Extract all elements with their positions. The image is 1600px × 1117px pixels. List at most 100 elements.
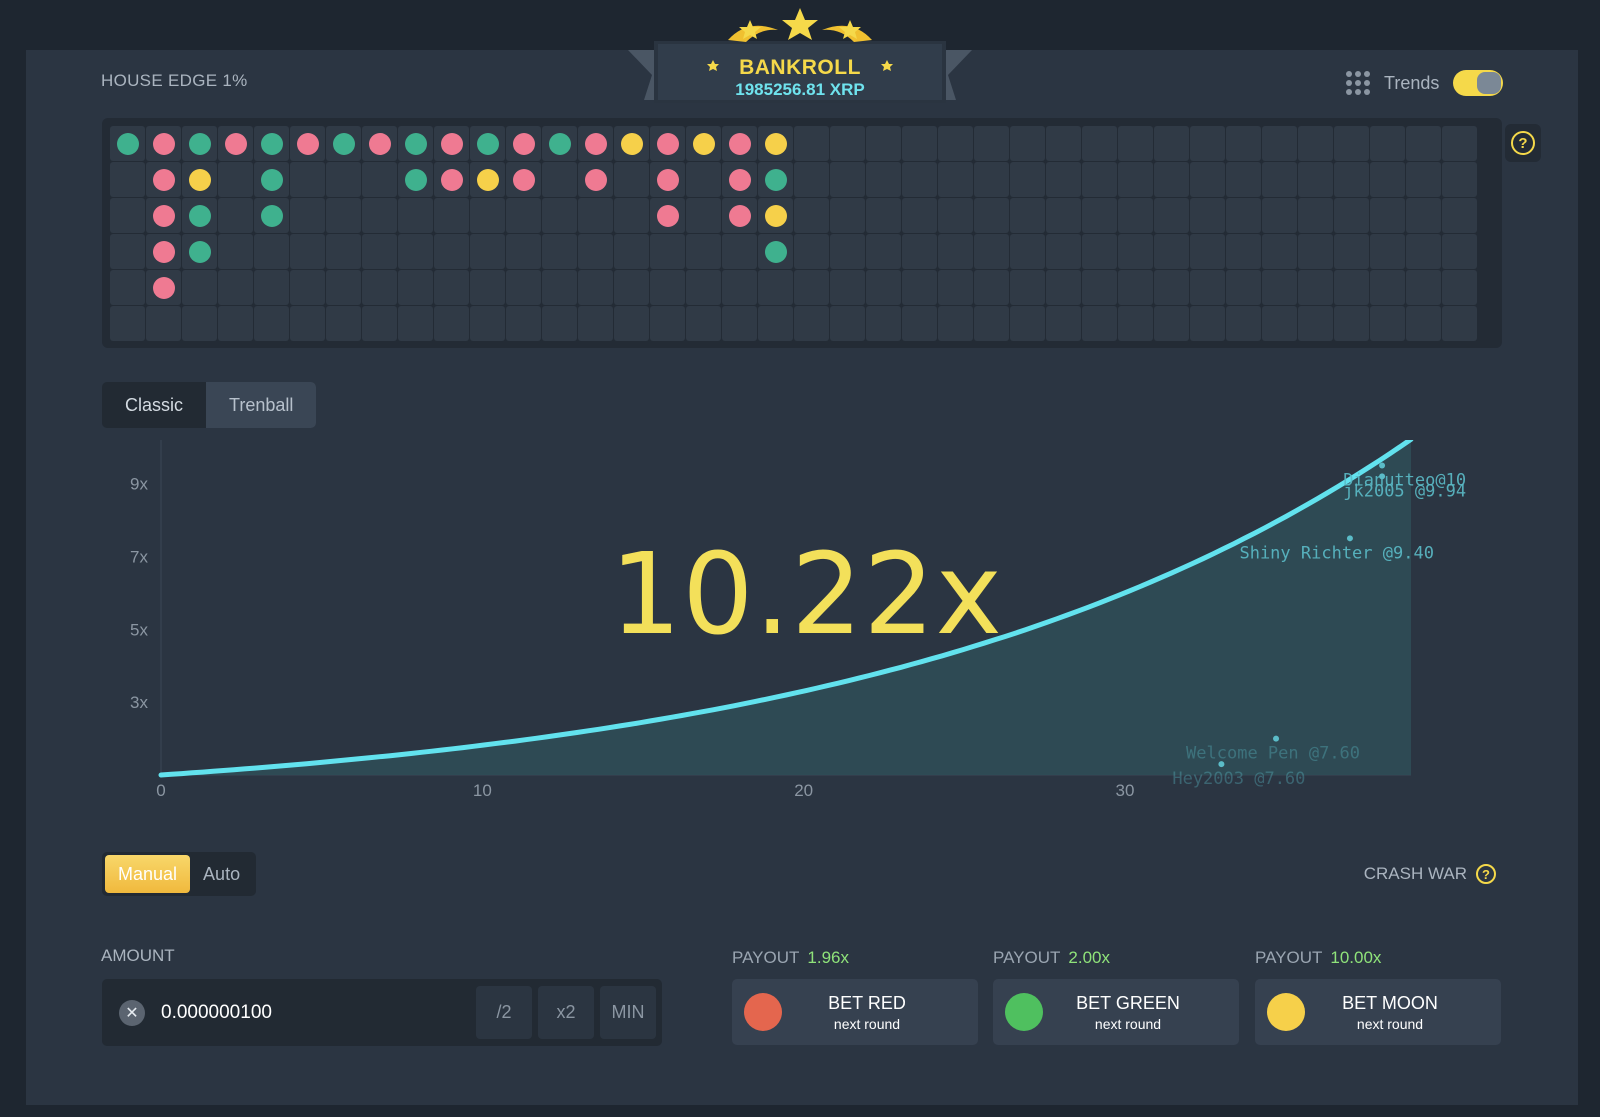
- board-cell: [398, 270, 433, 305]
- amount-input[interactable]: 0.000000100: [161, 1001, 272, 1023]
- board-cell: [146, 234, 181, 269]
- bet-subtitle: next round: [1094, 1015, 1162, 1032]
- tab-classic[interactable]: Classic: [125, 394, 184, 415]
- board-help-button[interactable]: ?: [1505, 124, 1541, 162]
- board-cell: [830, 270, 865, 305]
- board-cell: [1118, 198, 1153, 233]
- board-cell: [614, 270, 649, 305]
- board-cell: [1226, 162, 1261, 197]
- board-cell: [1334, 306, 1369, 341]
- crash-war-link[interactable]: CRASH WAR ?: [1364, 864, 1496, 884]
- board-cell: [1118, 270, 1153, 305]
- board-cell: [866, 198, 901, 233]
- payout-moon: PAYOUT 10.00x: [1255, 948, 1381, 968]
- trends-toggle[interactable]: [1453, 70, 1504, 96]
- toggle-knob: [1477, 72, 1502, 94]
- board-cell: [1370, 162, 1405, 197]
- bet-green-button[interactable]: BET GREEN next round: [993, 979, 1239, 1045]
- board-cell: [866, 306, 901, 341]
- board-cell: [1442, 306, 1477, 341]
- green-result-dot: [116, 132, 139, 155]
- board-cell: [1046, 162, 1081, 197]
- board-cell: [146, 126, 181, 161]
- board-cell: [110, 234, 145, 269]
- manual-mode-button[interactable]: Manual: [105, 855, 191, 893]
- grid-icon[interactable]: [1346, 71, 1370, 95]
- board-cell: [254, 270, 289, 305]
- board-cell: [1190, 198, 1225, 233]
- green-result-dot: [548, 132, 571, 155]
- growth-curve: [158, 440, 1414, 778]
- board-cell: [938, 162, 973, 197]
- board-cell: [542, 234, 577, 269]
- board-cell: [794, 198, 829, 233]
- board-cell: [1046, 234, 1081, 269]
- half-amount-button[interactable]: /2: [476, 986, 532, 1039]
- red-result-dot: [440, 168, 463, 191]
- board-cell: [830, 234, 865, 269]
- double-amount-button[interactable]: x2: [538, 986, 594, 1039]
- board-cell: [722, 234, 757, 269]
- payout-label: PAYOUT: [1255, 948, 1323, 967]
- board-cell: [650, 270, 685, 305]
- board-cell: [650, 234, 685, 269]
- board-cell: [938, 306, 973, 341]
- board-cell: [182, 198, 217, 233]
- board-cell: [1082, 306, 1117, 341]
- trend-board: [102, 118, 1502, 348]
- board-cell: [1010, 198, 1045, 233]
- board-cell: [1190, 270, 1225, 305]
- board-cell: [434, 234, 469, 269]
- board-cell: [650, 306, 685, 341]
- board-cell: [254, 234, 289, 269]
- bet-red-button[interactable]: BET RED next round: [732, 979, 978, 1045]
- board-cell: [1442, 234, 1477, 269]
- board-cell: [110, 162, 145, 197]
- board-cell: [506, 234, 541, 269]
- board-cell: [650, 126, 685, 161]
- board-cell: [1262, 270, 1297, 305]
- board-cell: [758, 162, 793, 197]
- board-cell: [218, 234, 253, 269]
- board-cell: [218, 126, 253, 161]
- board-cell: [650, 198, 685, 233]
- min-amount-button[interactable]: MIN: [600, 986, 656, 1039]
- player-cashout-label: jk2005 @9.94: [1343, 481, 1466, 501]
- red-result-dot: [512, 132, 535, 155]
- board-cell: [362, 234, 397, 269]
- board-cell: [1154, 306, 1189, 341]
- board-cell: [722, 198, 757, 233]
- auto-mode-button[interactable]: Auto: [203, 863, 241, 884]
- board-cell: [1118, 126, 1153, 161]
- board-cell: [326, 126, 361, 161]
- board-cell: [1226, 234, 1261, 269]
- board-cell: [254, 162, 289, 197]
- board-cell: [830, 306, 865, 341]
- board-cell: [1406, 126, 1441, 161]
- player-cashout-point: [1379, 473, 1386, 480]
- board-cell: [974, 270, 1009, 305]
- tab-trenball[interactable]: Trenball: [206, 382, 317, 428]
- board-cell: [974, 234, 1009, 269]
- board-cell: [434, 306, 469, 341]
- board-cell: [110, 270, 145, 305]
- board-cell: [434, 198, 469, 233]
- y-tick-label: 9x: [130, 475, 148, 494]
- payout-value: 2.00x: [1068, 948, 1110, 967]
- red-result-dot: [512, 168, 535, 191]
- moon-result-dot: [620, 132, 643, 155]
- board-cell: [1082, 234, 1117, 269]
- board-cell: [470, 306, 505, 341]
- payout-green: PAYOUT 2.00x: [993, 948, 1110, 968]
- x-tick-label: 20: [794, 781, 813, 800]
- current-multiplier: 10.22x: [610, 530, 1003, 660]
- board-cell: [1118, 306, 1153, 341]
- board-cell: [1082, 126, 1117, 161]
- board-cell: [1298, 270, 1333, 305]
- moon-result-dot: [764, 132, 787, 155]
- bet-moon-button[interactable]: BET MOON next round: [1255, 979, 1501, 1045]
- player-cashout-label: Welcome Pen @7.60: [1186, 744, 1360, 764]
- bet-subtitle: next round: [1356, 1015, 1424, 1032]
- board-cell: [254, 306, 289, 341]
- red-result-dot: [296, 132, 319, 155]
